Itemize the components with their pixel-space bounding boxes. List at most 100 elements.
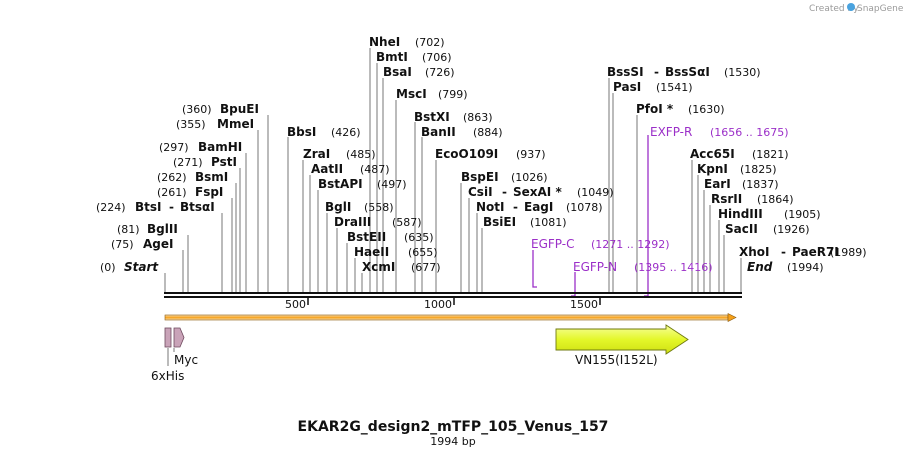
site-label[interactable]: RsrII: [711, 192, 742, 206]
feature-6xhis[interactable]: [164, 327, 172, 348]
site-position: (1541): [656, 81, 693, 94]
site-label[interactable]: BtsI: [135, 200, 162, 214]
site-label[interactable]: XhoI: [739, 245, 770, 259]
site-label[interactable]: EarI: [704, 177, 731, 191]
site-label[interactable]: AatII: [311, 162, 343, 176]
site-label[interactable]: ZraI: [303, 147, 330, 161]
site-label[interactable]: BglI: [325, 200, 351, 214]
site-position: (1821): [752, 148, 789, 161]
primer-label[interactable]: EXFP-R: [650, 125, 692, 139]
site-label-dash: -: [502, 185, 507, 199]
map-title: EKAR2G_design2_mTFP_105_Venus_157: [298, 419, 609, 435]
site-position: (1530): [724, 66, 761, 79]
map-length: 1994 bp: [430, 435, 475, 448]
site-label[interactable]: HaeII: [354, 245, 389, 259]
site-label[interactable]: BanII: [421, 125, 456, 139]
site-position: (558): [364, 201, 394, 214]
site-label-alias[interactable]: EagI: [524, 200, 553, 214]
site-label[interactable]: BpuEI: [220, 102, 259, 116]
site-label[interactable]: AgeI: [143, 237, 173, 251]
site-position: (1026): [511, 171, 548, 184]
site-label[interactable]: NotI: [476, 200, 505, 214]
feature-myc[interactable]: [173, 327, 185, 348]
primers: EXFP-R (1656 .. 1675) EGFP-C (1271 .. 12…: [531, 125, 789, 297]
site-position: (706): [422, 51, 452, 64]
site-label[interactable]: BglII: [147, 222, 178, 236]
site-label[interactable]: PfoI *: [636, 102, 674, 116]
site-label[interactable]: BmtI: [376, 50, 408, 64]
site-label[interactable]: HindIII: [718, 207, 763, 221]
features: Myc 6xHis VN155(I152L): [151, 324, 689, 383]
site-label[interactable]: NheI: [369, 35, 400, 49]
site-position: (1081): [530, 216, 567, 229]
start-label[interactable]: Start: [124, 260, 159, 274]
feature-label-vn155[interactable]: VN155(I152L): [575, 353, 658, 367]
site-position: (937): [516, 148, 546, 161]
ruler: 500 1000 1500: [285, 298, 601, 311]
feature-label-myc[interactable]: Myc: [174, 353, 198, 367]
site-label[interactable]: BspEI: [461, 170, 499, 184]
site-position: (261): [157, 186, 187, 199]
orf-bar[interactable]: [164, 314, 729, 321]
site-labels: NheI (702) BmtI (706) BsaI (726) MscI (7…: [96, 35, 867, 274]
feature-label-6xhis[interactable]: 6xHis: [151, 369, 184, 383]
site-label[interactable]: BstEII: [347, 230, 386, 244]
site-position: (297): [159, 141, 189, 154]
site-position: (355): [176, 118, 206, 131]
site-position: (75): [111, 238, 134, 251]
site-label[interactable]: BbsI: [287, 125, 316, 139]
orf-arrowhead: [727, 313, 737, 322]
site-label[interactable]: BsiEI: [483, 215, 516, 229]
site-label[interactable]: BsaI: [383, 65, 412, 79]
site-label[interactable]: DraIII: [334, 215, 371, 229]
site-label[interactable]: CsiI: [468, 185, 493, 199]
site-label[interactable]: SacII: [725, 222, 758, 236]
site-label-alias[interactable]: SexAI *: [513, 185, 562, 199]
site-label-alias[interactable]: BssSαI: [665, 65, 710, 79]
feature-vn155[interactable]: [555, 324, 689, 355]
primer-label[interactable]: EGFP-N: [573, 260, 617, 274]
backbone-top-strand: [164, 292, 742, 294]
site-label[interactable]: Acc65I: [690, 147, 735, 161]
site-label[interactable]: BamHI: [198, 140, 242, 154]
site-position: (81): [117, 223, 140, 236]
snapgene-logo-icon: [847, 3, 855, 11]
end-position: (1994): [787, 261, 824, 274]
site-position: (1905): [784, 208, 821, 221]
site-label[interactable]: BssSI: [607, 65, 644, 79]
site-label[interactable]: MscI: [396, 87, 427, 101]
backbone: [164, 292, 742, 298]
site-position: (1837): [742, 178, 779, 191]
tick-label: 1500: [570, 298, 598, 311]
site-label[interactable]: BstXI: [414, 110, 450, 124]
site-label[interactable]: BstAPI: [318, 177, 363, 191]
site-label[interactable]: KpnI: [697, 162, 728, 176]
tick-label: 1000: [424, 298, 452, 311]
site-label[interactable]: FspI: [195, 185, 223, 199]
site-label[interactable]: EcoO109I: [435, 147, 498, 161]
site-label[interactable]: PasI: [613, 80, 641, 94]
site-position: (1864): [757, 193, 794, 206]
primer-range: (1395 .. 1416): [634, 261, 713, 274]
site-label-alias[interactable]: BtsαI: [180, 200, 215, 214]
site-label[interactable]: BsmI: [195, 170, 228, 184]
site-position: (863): [463, 111, 493, 124]
site-label[interactable]: PstI: [211, 155, 237, 169]
site-position: (702): [415, 36, 445, 49]
orf-arrow[interactable]: [164, 313, 737, 322]
site-label[interactable]: XcmI: [362, 260, 395, 274]
primer-label[interactable]: EGFP-C: [531, 237, 574, 251]
snapgene-credit: Created by SnapGene: [809, 3, 904, 14]
credit-text: Created by: [809, 4, 859, 14]
site-position: (677): [411, 261, 441, 274]
end-label[interactable]: End: [747, 260, 773, 274]
site-label-alias[interactable]: PaeR7I: [792, 245, 839, 259]
site-label-dash: -: [781, 245, 786, 259]
primer-range: (1656 .. 1675): [710, 126, 789, 139]
site-position: (360): [182, 103, 212, 116]
site-label-dash: -: [513, 200, 518, 214]
site-position: (799): [438, 88, 468, 101]
site-position: (1078): [566, 201, 603, 214]
site-label[interactable]: MmeI: [217, 117, 254, 131]
